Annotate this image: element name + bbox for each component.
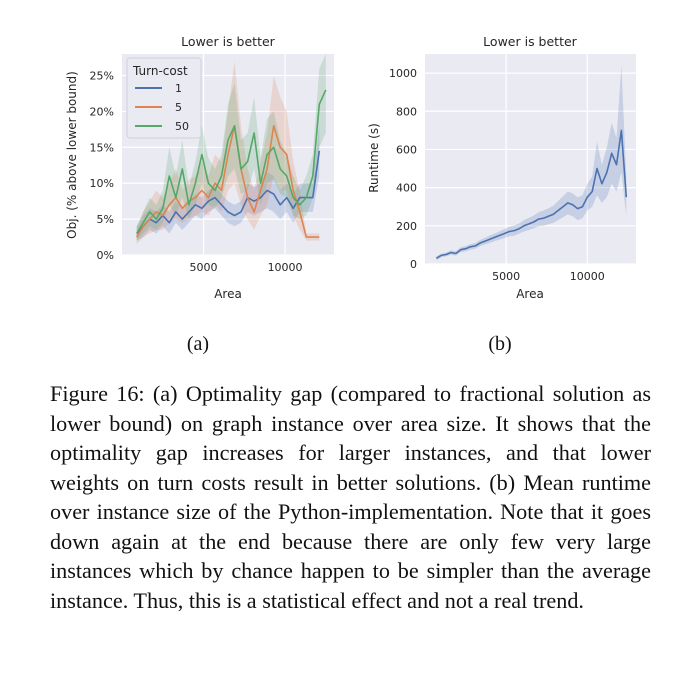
panel-a-ylabel: Obj. (% above lower bound) xyxy=(65,71,79,239)
legend-label-5: 5 xyxy=(175,101,182,114)
confidence-band-runtime xyxy=(436,65,627,261)
series-line-1 xyxy=(136,150,321,235)
legend-label-50: 50 xyxy=(175,120,189,133)
y-tick-label: 5% xyxy=(97,213,114,226)
confidence-band-1 xyxy=(136,125,320,241)
panel-b-gridlines xyxy=(425,54,636,265)
confidence-band-50 xyxy=(136,54,326,241)
legend-frame xyxy=(126,57,202,139)
series-line-runtime xyxy=(435,129,628,259)
panel-b-ylabel: Runtime (s) xyxy=(367,123,381,193)
series-line-50 xyxy=(136,89,327,234)
legend-label-1: 1 xyxy=(175,82,182,95)
x-tick-label: 5000 xyxy=(190,261,218,274)
x-tick-label: 10000 xyxy=(570,270,605,283)
subfigure-label-b: (b) xyxy=(488,333,511,355)
panel-b-plot-area xyxy=(425,54,636,264)
y-tick-label: 400 xyxy=(396,182,417,195)
y-tick-label: 0 xyxy=(410,258,417,271)
panel-a-chart: Lower is better 5000 10000 0% 5% 10% 15% 20% 25… xyxy=(65,34,334,301)
panel-b-xlabel: Area xyxy=(516,287,544,301)
caption-label: Figure 16: xyxy=(50,381,145,406)
panel-a-xlabel: Area xyxy=(214,287,242,301)
y-tick-label: 200 xyxy=(396,220,417,233)
y-tick-label: 25% xyxy=(90,70,114,83)
series-line-5 xyxy=(136,125,320,238)
y-tick-label: 20% xyxy=(90,105,114,118)
caption-text: (a) Optimality gap (compared to fraction… xyxy=(50,381,651,613)
y-tick-label: 1000 xyxy=(389,67,417,80)
x-tick-label: 10000 xyxy=(268,261,303,274)
panel-b-series-lines xyxy=(435,129,628,259)
legend-title: Turn-cost xyxy=(132,64,188,78)
panel-b-tick-labels: 5000 10000 0 200 400 600 800 1000 xyxy=(389,67,605,283)
y-tick-label: 800 xyxy=(396,105,417,118)
y-tick-label: 0% xyxy=(97,249,114,262)
y-tick-label: 600 xyxy=(396,143,417,156)
panel-a-series-lines xyxy=(136,89,327,238)
figure-canvas: Lower is better 5000 100000%5%10%15%20%25… xyxy=(65,34,636,355)
panel-b-confidence-bands xyxy=(436,65,627,261)
x-tick-label: 5000 xyxy=(492,270,520,283)
panel-b-chart: Lower is better 5000 10000 0 200 400 600 800 10… xyxy=(367,34,636,301)
panel-b-title: Lower is better xyxy=(483,34,577,49)
panel-a-title: Lower is better xyxy=(181,34,275,49)
y-tick-label: 15% xyxy=(90,141,114,154)
figure-caption: Figure 16: (a) Optimality gap (compared … xyxy=(50,379,651,615)
subfigure-label-a: (a) xyxy=(187,333,209,355)
y-tick-label: 10% xyxy=(90,177,114,190)
panel-a-tick-labels: 5000 10000 0% 5% 10% 15% 20% 25% xyxy=(90,70,303,274)
